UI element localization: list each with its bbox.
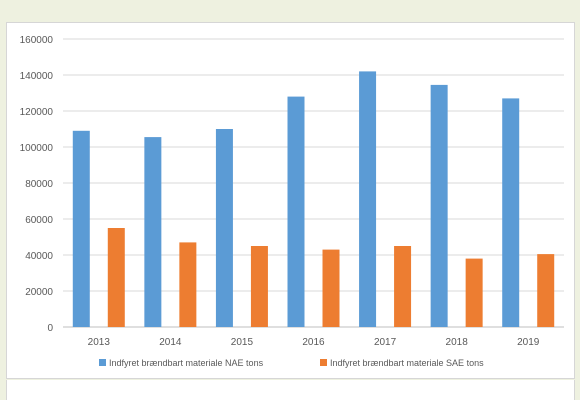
x-tick-label: 2019 xyxy=(517,337,540,348)
gridlines xyxy=(63,38,564,328)
x-axis-ticks: 2013 2014 2015 2016 2017 2018 2019 xyxy=(88,337,540,348)
y-tick-label: 0 xyxy=(47,323,53,334)
bar-nae xyxy=(502,98,520,328)
y-tick-label: 80000 xyxy=(25,179,53,190)
legend-swatch-sae xyxy=(320,359,327,366)
bars xyxy=(72,71,555,328)
legend: Indfyret brændbart materiale NAE tons Ind… xyxy=(99,358,484,368)
bar-sae xyxy=(394,246,412,327)
bar-sae xyxy=(537,254,555,327)
bar-nae xyxy=(287,96,305,327)
bar-sae xyxy=(107,228,125,327)
legend-swatch-nae xyxy=(99,359,106,366)
x-tick-label: 2015 xyxy=(231,337,254,348)
y-tick-label: 60000 xyxy=(25,215,53,226)
x-tick-label: 2014 xyxy=(159,337,182,348)
y-tick-label: 100000 xyxy=(20,143,54,154)
bar-nae xyxy=(215,129,233,327)
chart-panel: 0 20000 40000 60000 80000 100000 120000 140000 1… xyxy=(6,22,575,379)
panel-bottom-strip xyxy=(6,380,575,400)
bar-nae xyxy=(144,137,162,327)
bar-sae xyxy=(465,258,483,327)
y-axis-ticks: 0 20000 40000 60000 80000 100000 120000 140000 1… xyxy=(20,35,54,334)
x-tick-label: 2016 xyxy=(302,337,325,348)
legend-label-sae: Indfyret brændbart materiale SAE tons xyxy=(330,358,484,368)
bar-sae xyxy=(250,246,268,327)
y-tick-label: 160000 xyxy=(20,35,54,46)
y-tick-label: 20000 xyxy=(25,287,53,298)
y-tick-label: 120000 xyxy=(20,107,54,118)
bar-nae xyxy=(72,130,90,327)
bar-sae xyxy=(322,249,340,327)
bar-nae xyxy=(359,71,377,328)
bar-sae xyxy=(179,242,197,327)
legend-label-nae: Indfyret brændbart materiale NAE tons xyxy=(109,358,264,368)
y-tick-label: 140000 xyxy=(20,71,54,82)
x-tick-label: 2018 xyxy=(446,337,469,348)
y-tick-label: 40000 xyxy=(25,251,53,262)
bar-nae xyxy=(430,84,448,328)
x-tick-label: 2013 xyxy=(88,337,111,348)
x-tick-label: 2017 xyxy=(374,337,397,348)
bar-chart: 0 20000 40000 60000 80000 100000 120000 140000 1… xyxy=(20,35,564,368)
